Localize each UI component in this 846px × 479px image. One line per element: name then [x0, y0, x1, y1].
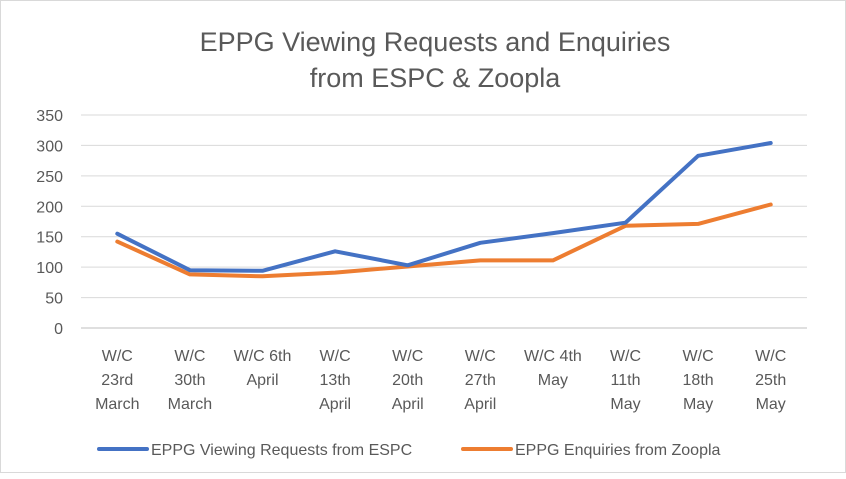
chart-title-line-2: from ESPC & Zoopla — [310, 63, 562, 93]
legend-label: EPPG Enquiries from Zoopla — [515, 442, 721, 459]
y-axis-ticks: 0 50 100 150 200 250 300 350 — [36, 108, 63, 338]
y-tick-label: 200 — [36, 199, 63, 216]
series-line-2 — [117, 205, 770, 277]
y-tick-label: 50 — [45, 291, 63, 308]
y-tick-label: 250 — [36, 169, 63, 186]
legend: EPPG Viewing Requests from ESPC EPPG Enqu… — [99, 442, 721, 459]
gridlines — [81, 115, 807, 328]
y-tick-label: 0 — [54, 321, 63, 338]
series-line-1 — [117, 143, 770, 271]
y-tick-label: 150 — [36, 230, 63, 247]
series-lines — [117, 143, 771, 276]
y-tick-label: 350 — [36, 108, 63, 125]
chart-title-line-1: EPPG Viewing Requests and Enquiries — [200, 27, 671, 57]
legend-label: EPPG Viewing Requests from ESPC — [151, 442, 412, 459]
y-tick-label: 100 — [36, 260, 63, 277]
y-tick-label: 300 — [36, 138, 63, 155]
